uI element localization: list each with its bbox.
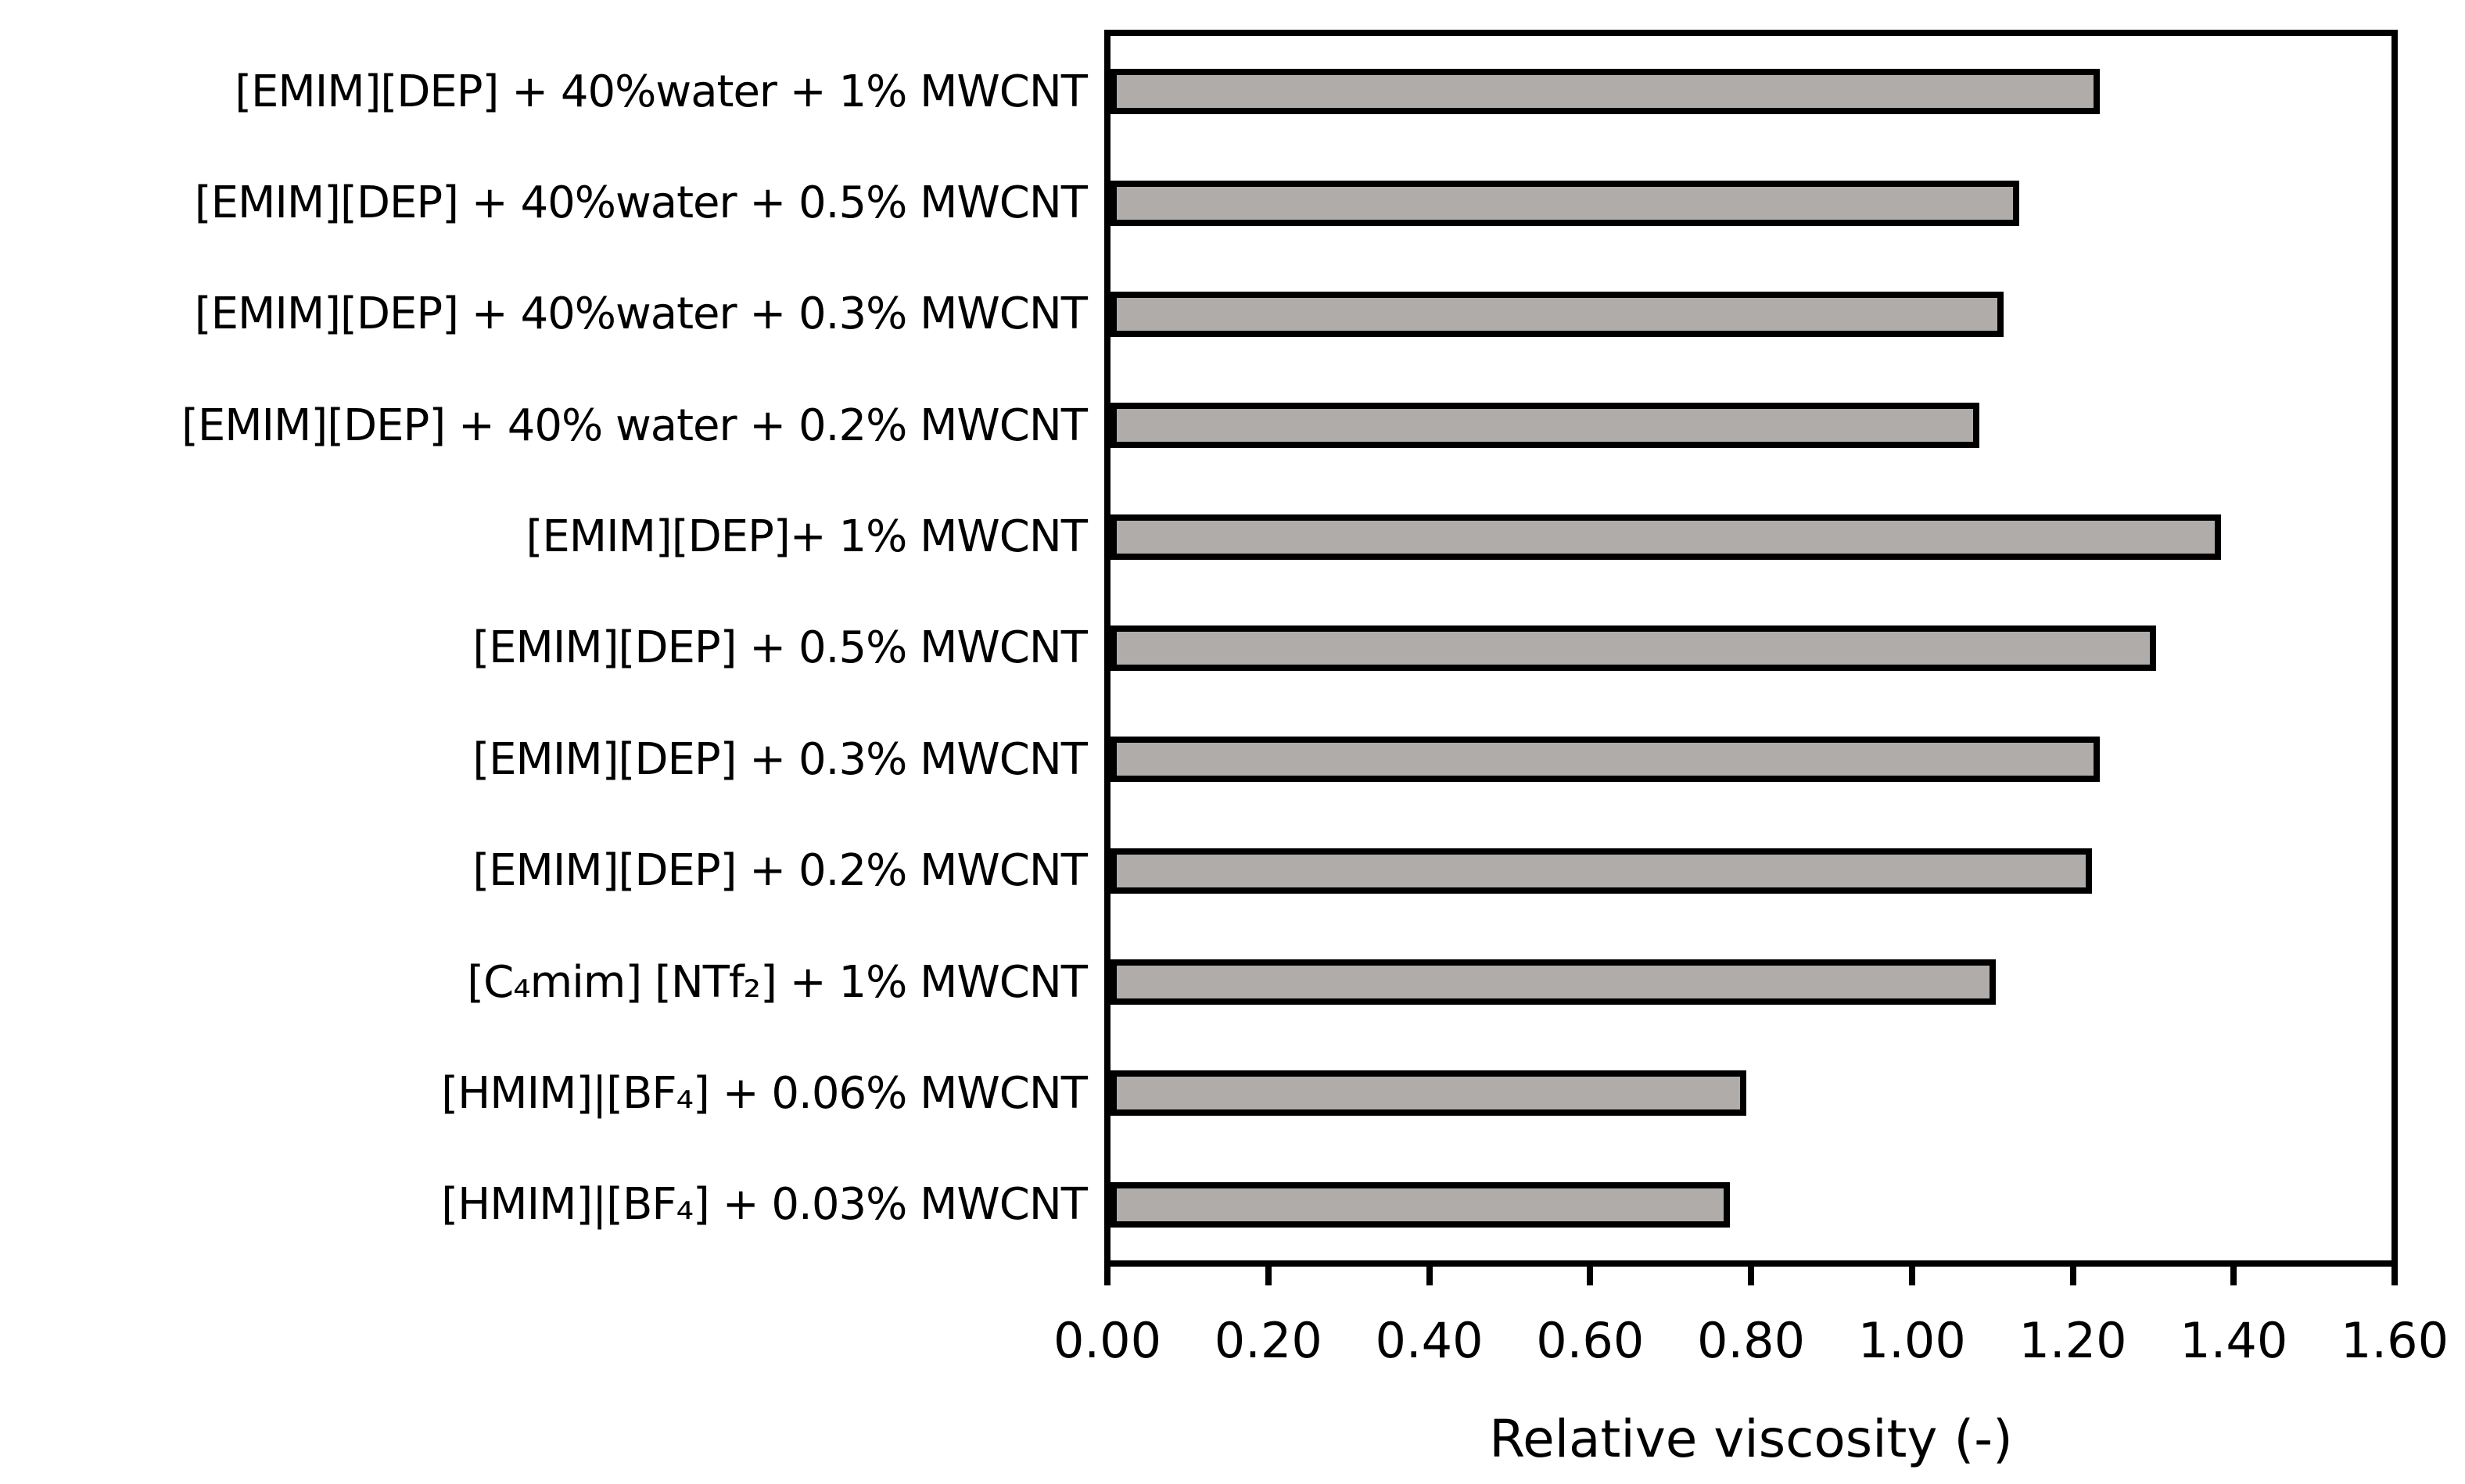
- category-label: [EMIM][DEP] + 40%water + 1% MWCNT: [235, 66, 1088, 117]
- plot-area: [1104, 30, 2398, 1267]
- x-axis-tick-label: 0.20: [1214, 1312, 1322, 1369]
- bar: [1111, 626, 2157, 671]
- bar: [1111, 848, 2093, 894]
- category-label: [HMIM]|[BF₄] + 0.06% MWCNT: [441, 1067, 1088, 1119]
- x-axis-tick-label: 1.60: [2340, 1312, 2449, 1369]
- category-label: [EMIM][DEP] + 0.5% MWCNT: [472, 622, 1088, 674]
- category-label: [EMIM][DEP] + 40%water + 0.5% MWCNT: [194, 177, 1088, 229]
- x-axis-tick-label: 0.40: [1375, 1312, 1484, 1369]
- x-axis-tick: [1265, 1267, 1272, 1285]
- x-axis-tick-label: 0.60: [1536, 1312, 1645, 1369]
- x-axis-tick: [2230, 1267, 2237, 1285]
- x-axis-tick-label: 1.00: [1857, 1312, 1966, 1369]
- category-label: [EMIM][DEP] + 40% water + 0.2% MWCNT: [181, 400, 1088, 451]
- bar: [1111, 514, 2221, 560]
- category-label: [EMIM][DEP]+ 1% MWCNT: [526, 511, 1088, 563]
- category-label: [EMIM][DEP] + 0.3% MWCNT: [472, 733, 1088, 785]
- x-axis-tick-label: 1.20: [2018, 1312, 2127, 1369]
- bar: [1111, 959, 1996, 1005]
- x-axis-tick: [1748, 1267, 1754, 1285]
- bar: [1111, 1181, 1731, 1228]
- x-axis-tick: [1587, 1267, 1594, 1285]
- x-axis-tick: [2069, 1267, 2076, 1285]
- x-axis-tick-label: 1.40: [2180, 1312, 2288, 1369]
- bar: [1111, 291, 2004, 337]
- category-label: [HMIM]|[BF₄] + 0.03% MWCNT: [441, 1179, 1088, 1231]
- bar: [1111, 403, 1980, 449]
- bar: [1111, 69, 2101, 115]
- category-label: [EMIM][DEP] + 0.2% MWCNT: [472, 845, 1088, 897]
- x-axis-tick: [1104, 1267, 1111, 1285]
- x-axis-tick-label: 0.80: [1696, 1312, 1806, 1369]
- bar: [1111, 737, 2101, 783]
- x-axis-title: Relative viscosity (-): [1489, 1409, 2013, 1469]
- bar: [1111, 180, 2020, 226]
- x-axis-tick: [1426, 1267, 1433, 1285]
- category-label: [EMIM][DEP] + 40%water + 0.3% MWCNT: [194, 289, 1088, 340]
- category-label: [C₄mim] [NTf₂] + 1% MWCNT: [467, 956, 1088, 1008]
- x-axis-tick-label: 0.00: [1053, 1312, 1162, 1369]
- x-axis-tick: [2391, 1267, 2398, 1285]
- x-axis-tick: [1908, 1267, 1915, 1285]
- bar: [1111, 1070, 1746, 1117]
